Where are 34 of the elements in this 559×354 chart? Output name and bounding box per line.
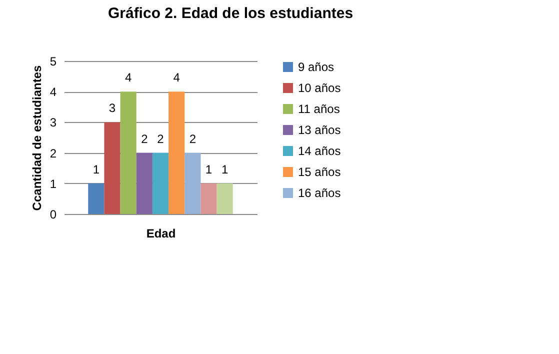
data-label: 1 (92, 162, 100, 176)
y-tick-label: 2 (50, 146, 57, 160)
y-tick-label: 5 (50, 54, 57, 68)
data-label: 1 (221, 162, 228, 176)
y-tick-label: 3 (50, 116, 57, 130)
bar (216, 183, 233, 214)
y-axis-title: Ccantidad de estudiantes (30, 64, 44, 211)
bar (136, 152, 152, 214)
y-tick-label: 0 (50, 208, 57, 222)
x-axis-title: Edad (146, 226, 176, 240)
legend-label: 13 años (298, 123, 341, 137)
y-tick-label: 1 (50, 176, 57, 191)
bar (200, 183, 217, 214)
bar (152, 152, 169, 214)
data-label: 4 (124, 70, 132, 85)
bar (168, 92, 185, 214)
legend-label: 10 años (298, 81, 341, 95)
y-tick-label: 4 (50, 85, 57, 100)
bar (120, 92, 136, 214)
legend-label: 14 años (298, 144, 341, 158)
bar (104, 122, 120, 214)
legend-label: 9 años (298, 60, 334, 74)
data-label: 2 (157, 132, 164, 146)
data-label: 2 (189, 132, 196, 146)
data-label: 4 (173, 70, 180, 85)
bar (184, 152, 201, 214)
legend-label: 16 años (298, 186, 341, 200)
chart-title: Gráfico 2. Edad de los estudiantes (108, 5, 354, 22)
data-label: 1 (205, 162, 212, 176)
data-label: 2 (141, 132, 148, 146)
legend-label: 11 años (298, 102, 340, 116)
bar (88, 183, 104, 214)
legend-label: 15 años (298, 165, 341, 179)
data-label: 3 (108, 101, 116, 116)
